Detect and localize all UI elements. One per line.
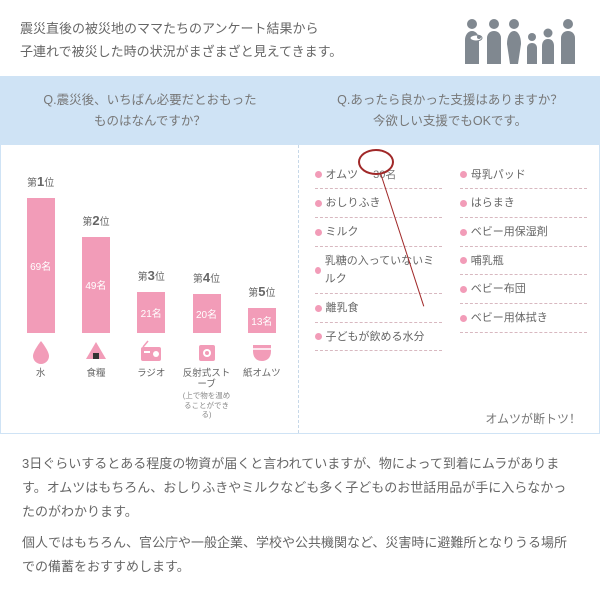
bullet-dot bbox=[460, 200, 467, 207]
rank-label: 第5位 bbox=[248, 281, 275, 303]
list-label: ミルク bbox=[326, 223, 359, 242]
icon-row: 水 食糧 ラジオ 反射式ストーブ(上で物を温めることができる) 紙オムツ bbox=[15, 339, 288, 420]
list-label: はらまき bbox=[471, 194, 515, 213]
bullet-dot bbox=[315, 333, 322, 340]
rank-label: 第3位 bbox=[138, 265, 165, 287]
question-left: Q.震災後、いちばん必要だとおもった ものはなんですか？ bbox=[0, 90, 300, 133]
bar-item: 第4位 20名 bbox=[181, 267, 232, 332]
list-column-left: オムツ 30名 おしりふき ミルク 乳糖の入っていないミルク 離乳食 子どもが飲… bbox=[315, 161, 442, 352]
list-label: ベビー用保湿剤 bbox=[471, 223, 548, 242]
list-item: 子どもが飲める水分 bbox=[315, 323, 442, 352]
footer-p2: 個人ではもちろん、官公庁や一般企業、学校や公共機関など、災害時に避難所となりうる… bbox=[22, 531, 578, 579]
onigiri-icon bbox=[83, 339, 109, 365]
list-label: おしりふき bbox=[326, 194, 381, 213]
list-item: おしりふき bbox=[315, 189, 442, 218]
bar-item: 第3位 21名 bbox=[126, 265, 177, 332]
questions-bar: Q.震災後、いちばん必要だとおもった ものはなんですか？ Q.あったら良かった支… bbox=[0, 76, 600, 145]
icon-label: 水 bbox=[36, 368, 46, 390]
icon-cell: ラジオ bbox=[126, 339, 177, 420]
bar: 13名 bbox=[248, 308, 276, 333]
bullet-dot bbox=[460, 286, 467, 293]
bar: 20名 bbox=[193, 294, 221, 333]
icon-label: 食糧 bbox=[86, 368, 105, 390]
question-right: Q.あったら良かった支援はありますか？ 今欲しい支援でもOKです。 bbox=[300, 90, 600, 133]
list-item: 離乳食 bbox=[315, 294, 442, 323]
bullet-dot bbox=[315, 267, 321, 274]
list-item: ミルク bbox=[315, 218, 442, 247]
list-item: はらまき bbox=[460, 189, 587, 218]
callout-text: オムツが断トツ！ bbox=[485, 409, 581, 429]
list-label: 哺乳瓶 bbox=[471, 252, 504, 271]
bullet-dot bbox=[460, 171, 467, 178]
water-drop-icon bbox=[28, 339, 54, 365]
bullet-dot bbox=[315, 200, 322, 207]
list-item: オムツ 30名 bbox=[315, 161, 442, 190]
bar-item: 第5位 13名 bbox=[236, 281, 287, 332]
list-label: 離乳食 bbox=[326, 299, 359, 318]
icon-cell: 反射式ストーブ(上で物を温めることができる) bbox=[181, 339, 232, 420]
bar-item: 第1位 69名 bbox=[15, 171, 66, 332]
bullet-dot bbox=[315, 171, 322, 178]
icon-label: ラジオ bbox=[137, 368, 165, 390]
list-item: 母乳パッド bbox=[460, 161, 587, 190]
list-item: ベビー用保湿剤 bbox=[460, 218, 587, 247]
list-item: ベビー用体拭き bbox=[460, 304, 587, 333]
icon-label: 反射式ストーブ(上で物を温めることができる) bbox=[181, 368, 232, 420]
list-label: 子どもが飲める水分 bbox=[326, 328, 425, 347]
intro-line-1: 震災直後の被災地のママたちのアンケート結果から bbox=[20, 17, 448, 40]
bullet-dot bbox=[315, 305, 322, 312]
bullet-dot bbox=[460, 229, 467, 236]
bar-item: 第2位 49名 bbox=[70, 210, 121, 332]
list-item: 哺乳瓶 bbox=[460, 247, 587, 276]
list-label: オムツ bbox=[326, 166, 359, 185]
footer-text: 3日ぐらいするとある程度の物資が届くと言われていますが、物によって到着にムラがあ… bbox=[0, 434, 600, 578]
diaper-icon bbox=[249, 339, 275, 365]
footer-p1: 3日ぐらいするとある程度の物資が届くと言われていますが、物によって到着にムラがあ… bbox=[22, 452, 578, 524]
bullet-dot bbox=[315, 229, 322, 236]
list-item: ベビー布団 bbox=[460, 275, 587, 304]
rank-label: 第4位 bbox=[193, 267, 220, 289]
stove-icon bbox=[194, 339, 220, 365]
list-panel: オムツ 30名 おしりふき ミルク 乳糖の入っていないミルク 離乳食 子どもが飲… bbox=[299, 145, 600, 434]
list-label: 乳糖の入っていないミルク bbox=[325, 252, 442, 289]
bar: 49名 bbox=[82, 237, 110, 333]
icon-cell: 水 bbox=[15, 339, 66, 420]
list-label: ベビー用体拭き bbox=[471, 309, 548, 328]
list-label: ベビー布団 bbox=[471, 280, 526, 299]
list-item: 乳糖の入っていないミルク bbox=[315, 247, 442, 294]
bullet-dot bbox=[460, 257, 467, 264]
rank-label: 第2位 bbox=[82, 210, 109, 232]
radio-icon bbox=[138, 339, 164, 365]
intro-line-2: 子連れで被災した時の状況がまざまざと見えてきます。 bbox=[20, 40, 448, 63]
bar-chart: 第1位 69名第2位 49名第3位 21名第4位 20名第5位 13名 bbox=[15, 163, 288, 333]
icon-cell: 紙オムツ bbox=[236, 339, 287, 420]
intro-text: 震災直後の被災地のママたちのアンケート結果から 子連れで被災した時の状況がまざま… bbox=[20, 17, 448, 64]
bar: 69名 bbox=[27, 198, 55, 333]
list-count: 30名 bbox=[362, 166, 396, 185]
bar-chart-panel: 第1位 69名第2位 49名第3位 21名第4位 20名第5位 13名 水 食糧… bbox=[1, 145, 299, 434]
bullet-dot bbox=[460, 315, 467, 322]
list-column-right: 母乳パッド はらまき ベビー用保湿剤 哺乳瓶 ベビー布団 ベビー用体拭き bbox=[460, 161, 587, 352]
bar: 21名 bbox=[137, 292, 165, 333]
family-icon bbox=[460, 16, 580, 64]
icon-cell: 食糧 bbox=[70, 339, 121, 420]
list-label: 母乳パッド bbox=[471, 166, 526, 185]
icon-label: 紙オムツ bbox=[243, 368, 281, 390]
rank-label: 第1位 bbox=[27, 171, 54, 193]
